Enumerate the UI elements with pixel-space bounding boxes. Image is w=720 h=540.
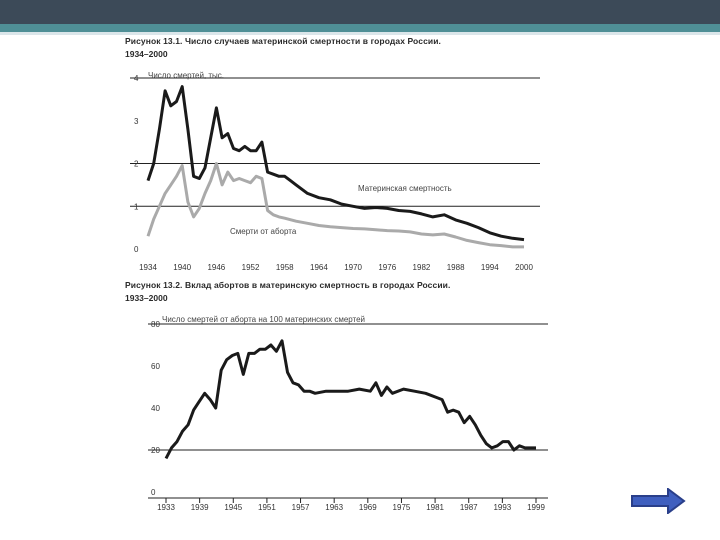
chart2-title: Рисунок 13.2. Вклад абортов в материнску… bbox=[125, 280, 451, 290]
slide-header-band bbox=[0, 0, 720, 24]
chart1-subtitle: 1934–2000 bbox=[125, 49, 168, 59]
x-tick-label: 1993 bbox=[493, 503, 511, 512]
slide-header-accent-rule bbox=[0, 24, 720, 32]
x-tick-label: 1987 bbox=[460, 503, 478, 512]
x-tick-label: 1963 bbox=[325, 503, 343, 512]
series-line-0-0 bbox=[146, 85, 525, 242]
x-tick-label: 1951 bbox=[258, 503, 276, 512]
y-tick-label: 0 bbox=[134, 245, 139, 254]
y-tick-label: 80 bbox=[151, 320, 160, 329]
series-line-1-0 bbox=[164, 339, 536, 460]
x-tick-label: 1970 bbox=[344, 263, 362, 272]
x-tick-label: 1969 bbox=[359, 503, 377, 512]
x-tick-label: 1994 bbox=[481, 263, 499, 272]
y-axis-label: Число смертей, тыс. bbox=[148, 71, 224, 80]
y-tick-label: 3 bbox=[134, 117, 139, 126]
x-tick-label: 1933 bbox=[157, 503, 175, 512]
x-tick-label: 1957 bbox=[292, 503, 310, 512]
right-arrow-icon bbox=[631, 487, 686, 515]
x-tick-label: 1945 bbox=[224, 503, 242, 512]
y-tick-label: 0 bbox=[151, 488, 156, 497]
x-tick-label: 1981 bbox=[426, 503, 444, 512]
x-tick-label: 1964 bbox=[310, 263, 328, 272]
x-tick-label: 1999 bbox=[527, 503, 545, 512]
header-deco-line bbox=[585, 38, 665, 40]
y-tick-label: 20 bbox=[151, 446, 160, 455]
slide-header-light-rule bbox=[0, 32, 720, 35]
x-tick-label: 1939 bbox=[191, 503, 209, 512]
series-label-maternal-mortality: Материнская смертность bbox=[358, 184, 452, 193]
x-tick-label: 1946 bbox=[207, 263, 225, 272]
x-tick-label: 2000 bbox=[515, 263, 533, 272]
header-deco-line bbox=[702, 44, 720, 46]
x-tick-label: 1976 bbox=[378, 263, 396, 272]
chart1-title: Рисунок 13.1. Число случаев материнской … bbox=[125, 36, 442, 46]
y-tick-label: 60 bbox=[151, 362, 160, 371]
y-tick-label: 2 bbox=[134, 160, 139, 169]
chart2-subtitle: 1933–2000 bbox=[125, 293, 168, 303]
series-line-0-1 bbox=[146, 162, 524, 249]
x-tick-label: 1958 bbox=[276, 263, 294, 272]
y-axis-label: Число смертей от аборта на 100 материнск… bbox=[162, 315, 365, 324]
y-tick-label: 40 bbox=[151, 404, 160, 413]
x-tick-label: 1988 bbox=[447, 263, 465, 272]
y-tick-label: 4 bbox=[134, 74, 139, 83]
next-slide-button[interactable] bbox=[630, 487, 686, 515]
x-tick-label: 1975 bbox=[393, 503, 411, 512]
header-deco-line bbox=[548, 44, 578, 46]
y-tick-label: 1 bbox=[134, 202, 139, 211]
x-tick-label: 1952 bbox=[242, 263, 260, 272]
series-label-abortion-deaths: Смерти от аборта bbox=[230, 227, 297, 236]
x-tick-label: 1940 bbox=[173, 263, 191, 272]
x-tick-label: 1982 bbox=[413, 263, 431, 272]
x-tick-label: 1934 bbox=[139, 263, 157, 272]
